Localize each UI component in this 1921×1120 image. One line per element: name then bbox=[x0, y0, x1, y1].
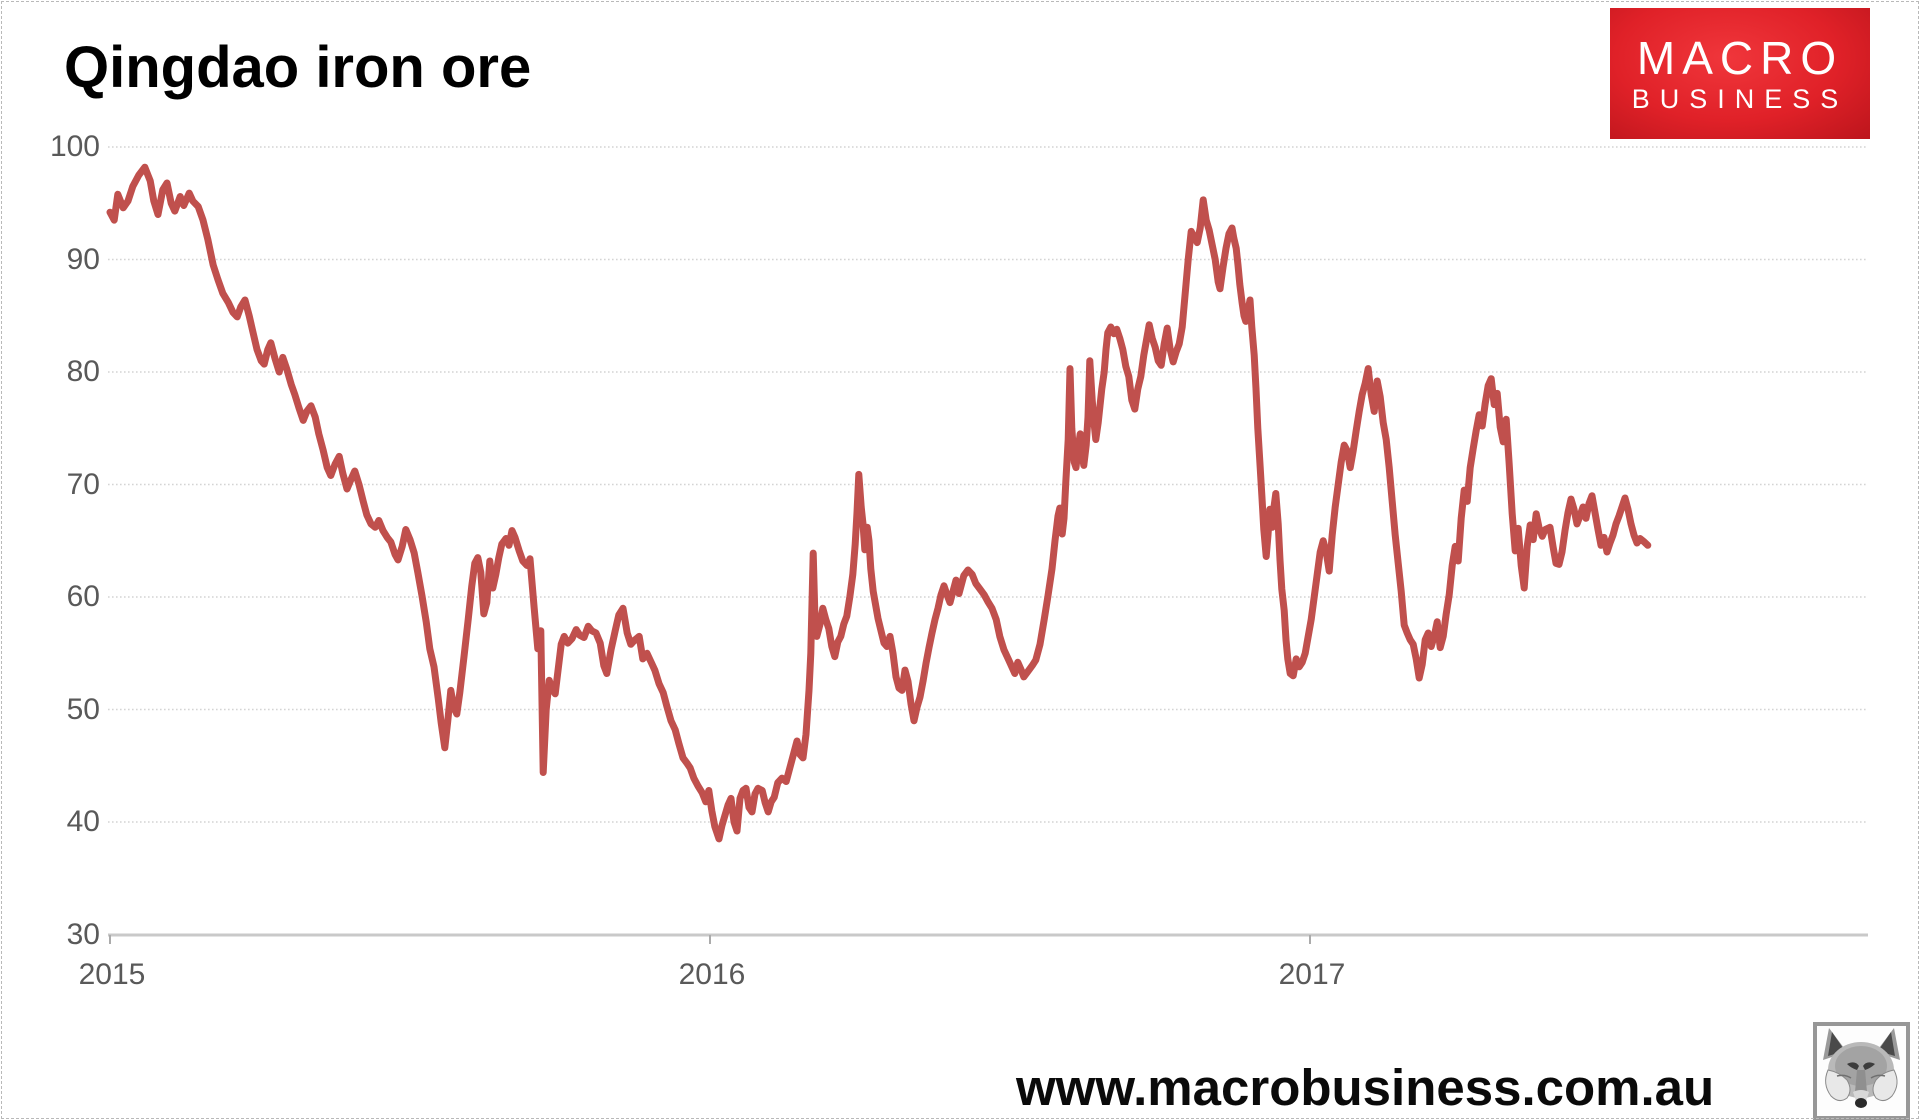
x-tick-label-2016: 2016 bbox=[678, 958, 746, 991]
x-tick-label-2015: 2015 bbox=[78, 958, 146, 991]
y-tick-label-90: 90 bbox=[66, 242, 100, 276]
y-tick-label-80: 80 bbox=[66, 355, 100, 388]
y-tick-label-100: 100 bbox=[49, 130, 100, 163]
macrobusiness-logo-line2: BUSINESS bbox=[1631, 83, 1849, 114]
fox-logo bbox=[1813, 1022, 1910, 1120]
price-line-series bbox=[106, 163, 1652, 843]
macrobusiness-logo: MACRO BUSINESS bbox=[1610, 8, 1870, 139]
website-url: www.macrobusiness.com.au bbox=[1016, 1059, 1715, 1116]
y-tick-label-70: 70 bbox=[66, 467, 100, 501]
y-tick-label-60: 60 bbox=[66, 580, 100, 613]
y-tick-label-40: 40 bbox=[66, 805, 100, 838]
macrobusiness-logo-line1: MACRO bbox=[1636, 31, 1844, 84]
x-tick-label-2017: 2017 bbox=[1278, 958, 1346, 991]
y-tick-label-50: 50 bbox=[66, 692, 100, 726]
fox-icon bbox=[1823, 1028, 1900, 1108]
chart-title: Qingdao iron ore bbox=[64, 35, 532, 100]
y-tick-label-30: 30 bbox=[66, 917, 100, 951]
